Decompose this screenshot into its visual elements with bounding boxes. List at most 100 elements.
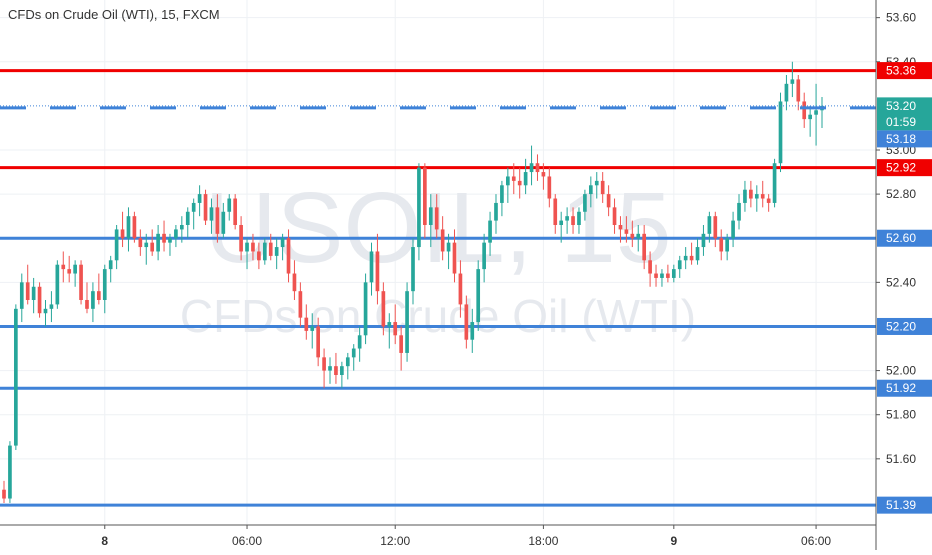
candle xyxy=(737,194,741,230)
candle-body xyxy=(754,194,759,199)
candle xyxy=(731,211,735,248)
candle-body xyxy=(126,216,131,239)
price-tick-label: 51.60 xyxy=(886,452,916,466)
candle xyxy=(440,216,445,261)
candle-body xyxy=(642,233,647,261)
candle xyxy=(239,216,243,261)
candle-body xyxy=(648,260,652,274)
candle-body xyxy=(482,242,486,270)
candle xyxy=(458,260,463,318)
candle-body xyxy=(488,220,492,243)
time-tick-label: 18:00 xyxy=(528,534,558,548)
candle xyxy=(636,225,641,252)
candle-body xyxy=(8,445,12,499)
bar-countdown-label-text: 01:59 xyxy=(886,115,916,129)
candle-body xyxy=(612,207,617,225)
candle xyxy=(600,172,605,203)
candle-body xyxy=(719,238,724,252)
candle xyxy=(446,233,451,270)
candle-body xyxy=(405,291,409,353)
candle xyxy=(754,185,759,212)
candle xyxy=(67,255,72,283)
candle xyxy=(743,180,747,212)
candle-body xyxy=(316,326,320,358)
candle-body xyxy=(428,207,433,225)
candle xyxy=(559,211,564,243)
candle-body xyxy=(743,189,747,203)
candle xyxy=(547,167,552,208)
candle-body xyxy=(150,242,155,252)
candle xyxy=(434,194,439,239)
candle-body xyxy=(49,304,54,309)
candle-body xyxy=(577,211,581,225)
candle xyxy=(654,264,658,287)
candle-body xyxy=(772,163,777,203)
candle xyxy=(55,260,60,309)
candle-body xyxy=(737,202,741,221)
candle xyxy=(488,211,492,256)
candle xyxy=(292,260,297,300)
candle xyxy=(286,229,291,283)
candle-body xyxy=(749,189,753,199)
candle xyxy=(381,282,386,336)
candle-body xyxy=(369,251,374,283)
candle xyxy=(174,225,178,248)
candle-body xyxy=(387,322,392,327)
candle-body xyxy=(67,269,72,274)
candle xyxy=(500,180,504,217)
candle-body xyxy=(660,273,664,278)
candle xyxy=(660,269,664,287)
candle-body xyxy=(120,229,125,239)
candle xyxy=(108,255,113,283)
candle xyxy=(494,194,498,234)
candle-body xyxy=(334,366,338,375)
candle-body xyxy=(571,216,575,225)
candle-body xyxy=(381,291,386,327)
candle xyxy=(506,167,510,203)
candle-body xyxy=(654,273,658,278)
candle xyxy=(618,216,623,243)
candle xyxy=(405,282,409,362)
candle xyxy=(316,317,320,367)
candle-body xyxy=(97,291,101,300)
last-price-label-bg xyxy=(877,97,932,115)
candle-body xyxy=(600,180,605,195)
level-price-label-text: 52.92 xyxy=(886,161,916,175)
candle xyxy=(345,352,350,380)
candle-body xyxy=(43,308,48,314)
price-tick-label: 52.80 xyxy=(886,187,916,201)
candle-body xyxy=(185,211,190,225)
candle xyxy=(683,247,688,270)
candle-body xyxy=(227,198,232,212)
extra-price-label-bg xyxy=(877,130,932,148)
level-price-label-text: 52.20 xyxy=(886,319,916,333)
watermark-description: CFDs on Crude Oil (WTI) xyxy=(180,290,696,342)
candle xyxy=(713,211,718,248)
candle xyxy=(588,176,593,208)
candle-body xyxy=(559,220,564,225)
level-price-label-text: 51.92 xyxy=(886,381,916,395)
candle xyxy=(91,282,95,323)
candle xyxy=(363,273,368,345)
level-price-label: 52.92 xyxy=(877,159,932,177)
candle-body xyxy=(588,185,593,195)
candle-body xyxy=(565,216,569,221)
candle-body xyxy=(583,194,587,212)
candle xyxy=(85,282,89,314)
candle xyxy=(262,238,267,265)
candle-body xyxy=(138,238,143,248)
candle-body xyxy=(725,238,729,252)
candle xyxy=(357,326,362,362)
candle-body xyxy=(808,114,812,120)
chart-title: CFDs on Crude Oil (WTI), 15, FXCM xyxy=(8,7,220,22)
candle-body xyxy=(310,326,315,331)
candle xyxy=(97,273,101,305)
candle-body xyxy=(191,202,196,212)
candle xyxy=(2,480,6,503)
candle-body xyxy=(790,79,795,84)
level-price-label-bg xyxy=(877,317,932,335)
candle xyxy=(274,238,279,270)
candle xyxy=(61,251,66,283)
